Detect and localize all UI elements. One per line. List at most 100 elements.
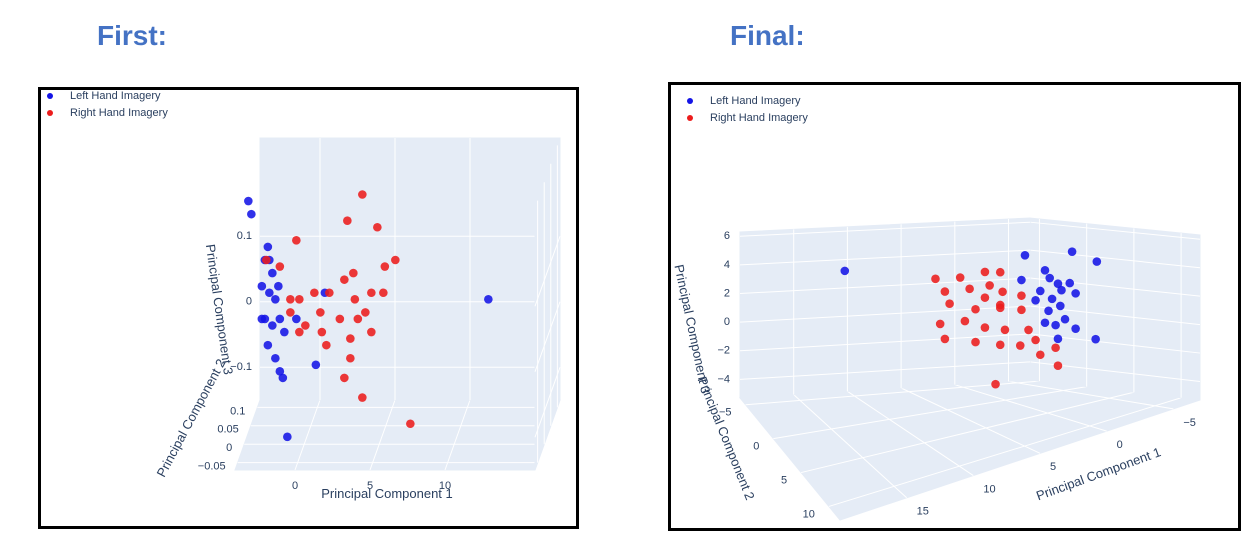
data-point [1092,257,1102,266]
z-tick-label: 2 [724,287,730,299]
data-point [1071,289,1080,298]
grid-line [739,305,1031,323]
data-point [1000,325,1010,335]
data-point [955,273,965,282]
grid-line [1029,221,1201,240]
data-point [295,294,304,304]
grid-line [800,391,1135,474]
data-point [1051,320,1060,330]
data-point [335,314,345,324]
data-point [971,337,980,347]
data-point [257,314,267,324]
grid-line [773,386,1087,440]
data-point [322,340,331,350]
x-tick-label: 15 [917,506,929,518]
data-point [292,236,301,245]
grid-line [954,384,1107,432]
z-tick-label: −4 [717,373,730,385]
data-point [1024,325,1033,335]
x-tick-label: −5 [1183,417,1196,429]
grid-line [739,221,1031,237]
data-point [247,209,256,219]
data-point [263,340,273,350]
data-point [1035,350,1045,360]
data-point [391,255,400,265]
data-point [1065,278,1075,288]
data-point [262,255,271,265]
data-point [1047,294,1057,304]
data-point [367,327,376,337]
z-tick-label: −2 [717,345,730,357]
data-point [349,268,358,278]
z-tick-label: −0.1 [230,361,252,373]
data-point [1053,361,1063,371]
grid-line [294,399,321,471]
data-point [353,314,363,324]
grid-line [1029,249,1201,269]
data-point [965,284,974,294]
data-point [311,360,321,370]
grid-line [739,277,1031,295]
chart-title: First: [97,20,167,51]
data-point [985,281,994,290]
data-point [286,308,295,317]
data-point [257,281,267,291]
data-point [1017,305,1026,315]
y-tick-label: 0 [226,442,232,454]
data-point [1091,334,1100,344]
data-point [244,196,253,206]
data-point [940,287,950,296]
data-point [1020,250,1030,260]
data-point [317,327,327,337]
z-tick-label: 0 [246,296,252,308]
data-point [1044,306,1053,316]
y-tick-label: −0.05 [198,461,226,473]
data-point [960,316,970,326]
grid-line [739,361,1031,380]
data-point [995,340,1005,350]
data-point [1031,296,1040,305]
data-point [1071,324,1080,333]
pane [739,217,1031,399]
data-point [283,432,292,442]
data-point [1040,266,1050,275]
data-point [840,266,850,276]
data-point [263,242,273,252]
data-point [379,288,388,298]
grid-line [847,390,974,476]
data-point [931,274,940,284]
data-point [265,288,274,298]
grid-line [739,333,1031,352]
y-tick-label: 0 [753,441,759,453]
data-point [271,294,280,304]
data-point [998,287,1007,297]
legend-label: Left Hand Imagery [70,90,161,102]
data-point [991,379,1000,389]
z-tick-label: 4 [724,259,730,271]
chart-title: Final: [730,20,805,51]
data-point [275,314,285,324]
data-point [275,262,285,271]
data-point [406,419,415,429]
data-point [995,267,1005,277]
data-point [340,373,349,383]
grid-line [793,394,908,499]
data-point [1057,285,1066,295]
grid-line [369,399,396,471]
data-point [980,267,990,277]
data-point [346,334,355,343]
grid-line [828,397,1182,507]
y-tick-label: 0.1 [230,405,245,417]
data-point [1060,314,1070,324]
legend-marker [687,115,693,121]
data-point [271,353,280,363]
legend-label: Right Hand Imagery [710,112,808,124]
z-tick-label: 0 [724,316,730,328]
data-point [980,293,990,302]
x-tick-label: 0 [1117,439,1123,451]
z-tick-label: 0.1 [237,230,252,242]
x-tick-label: 5 [1050,461,1056,473]
legend-marker [47,110,53,116]
data-point [274,281,283,291]
grid-line [1008,380,1174,410]
